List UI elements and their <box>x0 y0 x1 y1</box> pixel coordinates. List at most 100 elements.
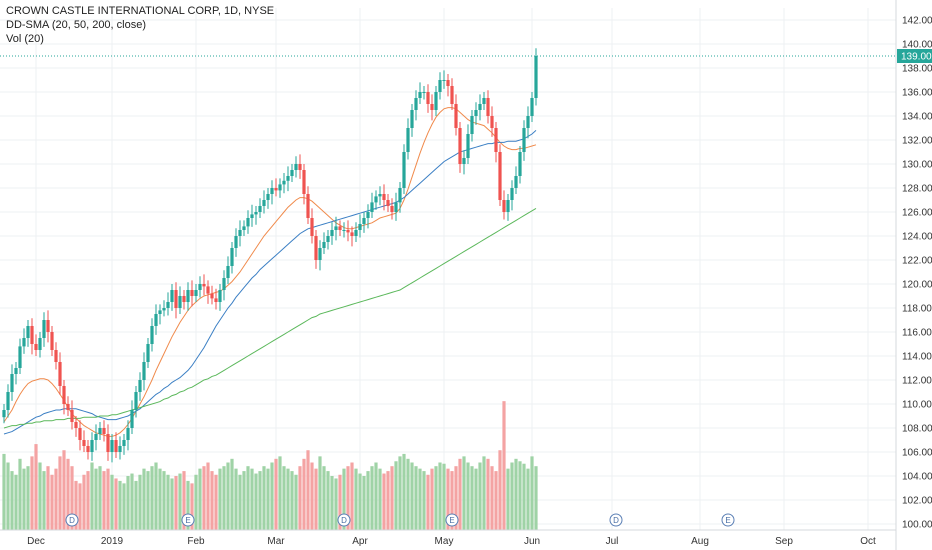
candle-body <box>50 332 54 350</box>
price-axis[interactable]: 100.00 102.00 104.00 106.00 108.00 110.00 112.… <box>895 0 932 550</box>
price-tick-label: 126.00 <box>902 208 932 219</box>
volume-bar <box>2 453 6 530</box>
candle-body <box>22 338 26 347</box>
candle-body <box>98 428 102 434</box>
event-marker-label: E <box>185 516 190 525</box>
volume-bar <box>482 456 486 530</box>
event-marker[interactable] <box>445 513 459 527</box>
candle-body <box>402 152 406 188</box>
volume-bar <box>58 456 62 530</box>
candle-body <box>250 214 254 218</box>
volume-bar <box>382 473 386 530</box>
candle-body <box>66 404 70 410</box>
event-marker[interactable] <box>337 513 351 527</box>
volume-bar <box>110 474 114 530</box>
time-tick-label: 2019 <box>101 536 124 547</box>
volume-bar <box>162 471 166 530</box>
volume-bar <box>186 480 190 530</box>
candle-body <box>278 184 282 191</box>
volume-bar <box>214 474 218 530</box>
volume-indicator-label[interactable]: Vol (20) <box>6 33 44 45</box>
candle-body <box>10 374 14 392</box>
candle-body <box>210 293 214 299</box>
candle-body <box>254 212 258 215</box>
price-tick-label: 124.00 <box>902 232 932 243</box>
volume-bar <box>86 471 90 530</box>
candle-body <box>438 80 442 92</box>
candle-body <box>114 440 118 452</box>
candle-body <box>170 290 174 302</box>
candle-body <box>466 134 470 158</box>
candle-body <box>410 110 414 128</box>
time-tick-label: Feb <box>187 536 205 547</box>
candle-body <box>222 278 226 290</box>
price-tick-label: 122.00 <box>902 256 932 267</box>
candle-body <box>230 248 234 266</box>
volume-bar <box>418 468 422 530</box>
event-marker[interactable] <box>721 513 735 527</box>
event-marker[interactable] <box>65 513 79 527</box>
candle-body <box>94 434 98 440</box>
sma-indicator-label[interactable]: DD-SMA (20, 50, 200, close) <box>6 19 147 31</box>
volume-bar <box>414 466 418 530</box>
volume-bar <box>122 483 126 530</box>
candle-body <box>58 362 62 386</box>
volume-bar <box>290 471 294 530</box>
candle-body <box>78 428 82 440</box>
candle-body <box>2 410 6 418</box>
volume-bar <box>486 458 490 530</box>
candle-body <box>510 188 514 200</box>
volume-bar <box>394 461 398 530</box>
volume-bar <box>526 468 530 530</box>
event-marker[interactable] <box>181 513 195 527</box>
event-marker[interactable] <box>609 513 623 527</box>
candle-body <box>370 202 374 212</box>
candle-body <box>302 170 306 194</box>
volume-bar <box>78 483 82 530</box>
volume-bar <box>242 471 246 530</box>
price-tick-label: 136.00 <box>902 88 932 99</box>
volume-bar <box>262 466 266 530</box>
volume-bar <box>310 462 314 530</box>
volume-bar <box>194 474 198 530</box>
candle-body <box>126 428 130 440</box>
volume-bar <box>70 466 74 530</box>
candle-body <box>282 180 286 185</box>
time-axis[interactable]: Dec 2019 Feb Mar Apr May Jun Jul Aug Sep Oct <box>0 529 896 547</box>
candle-body <box>154 314 158 326</box>
event-marker-label: D <box>613 516 619 525</box>
volume-bar <box>530 456 534 530</box>
volume-bar <box>478 462 482 530</box>
volume-bar <box>490 466 494 530</box>
volume-bar <box>282 466 286 530</box>
candle-body <box>26 326 30 338</box>
volume-bar <box>38 462 42 530</box>
candle-body <box>478 104 482 110</box>
candle-body <box>474 110 478 116</box>
volume-bar <box>338 474 342 530</box>
candle-body <box>198 284 202 290</box>
volume-bar <box>206 462 210 530</box>
candle-body <box>70 410 74 422</box>
candle-body <box>406 128 410 152</box>
candle-body <box>206 286 210 294</box>
candle-body <box>42 320 46 338</box>
time-tick-label: Aug <box>691 536 709 547</box>
candle-body <box>134 392 138 410</box>
volume-bar <box>82 474 86 530</box>
symbol-title[interactable]: CROWN CASTLE INTERNATIONAL CORP, 1D, NYS… <box>6 5 275 17</box>
price-tick-label: 100.00 <box>902 520 932 531</box>
candle-body <box>430 104 434 110</box>
candle-body <box>82 440 86 446</box>
price-tick-label: 128.00 <box>902 184 932 195</box>
volume-bar <box>26 466 30 530</box>
price-tick-label: 118.00 <box>902 304 932 315</box>
candle-body <box>358 224 362 230</box>
candle-body <box>194 290 198 296</box>
candle-body <box>150 326 154 344</box>
volume-bar <box>474 468 478 530</box>
volume-bar <box>18 458 22 530</box>
event-marker-label: E <box>725 516 730 525</box>
